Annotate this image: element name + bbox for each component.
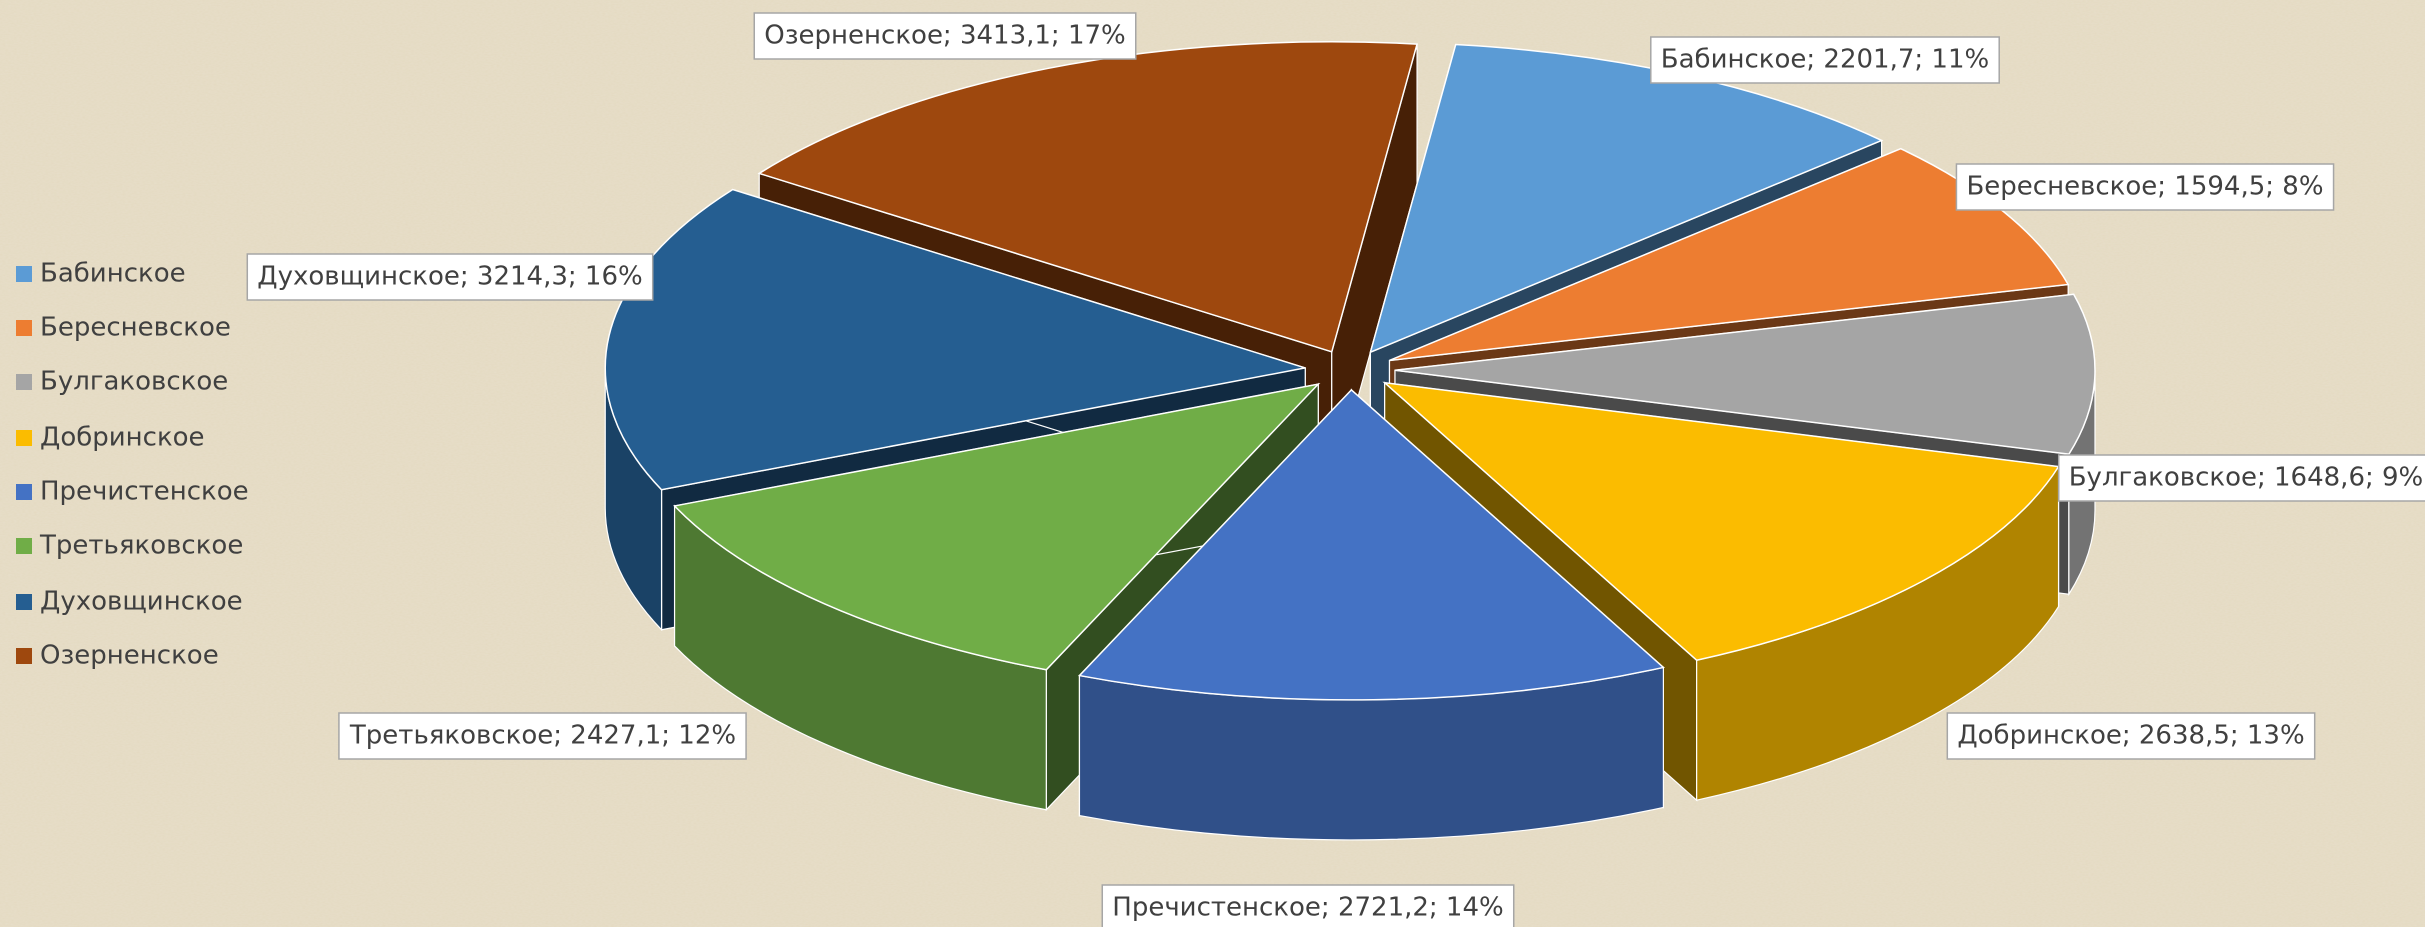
data-label-box — [1101, 884, 1515, 927]
data-label: Озерненское; 3413,1; 17% — [764, 21, 1126, 51]
slice-top — [673, 382, 1321, 671]
data-label-box — [1946, 712, 2316, 760]
slice-top — [757, 41, 1419, 353]
legend-label: Духовщинское — [40, 587, 243, 617]
legend-swatch — [16, 484, 32, 500]
data-label: Добринское; 2638,5; 13% — [1957, 721, 2304, 751]
slice-top — [1389, 147, 2070, 362]
data-label: Пречистенское; 2721,2; 14% — [1112, 893, 1503, 923]
slice-top — [1382, 381, 2060, 662]
legend-label: Бересневское — [40, 313, 231, 343]
data-label: Бабинское; 2201,7; 11% — [1661, 45, 1989, 75]
data-label-box — [753, 12, 1137, 60]
legend-swatch — [16, 648, 32, 664]
legend-swatch — [16, 320, 32, 336]
legend-swatch — [16, 374, 32, 390]
data-label-box — [338, 712, 747, 760]
legend-swatch — [16, 594, 32, 610]
data-label-box — [1650, 36, 2000, 84]
legend-label: Озерненское — [40, 641, 219, 671]
slice-top — [1394, 293, 2096, 455]
legend-label: Пречистенское — [40, 477, 249, 507]
data-label: Третьяковское; 2427,1; 12% — [349, 721, 736, 751]
slice-top — [1077, 388, 1665, 701]
slice-top — [604, 188, 1306, 491]
data-label-box — [246, 253, 654, 301]
legend-swatch — [16, 266, 32, 282]
legend-label: Булгаковское — [40, 367, 228, 397]
legend-label: Третьяковское — [39, 531, 243, 561]
data-label: Духовщинское; 3214,3; 16% — [257, 262, 642, 292]
legend-swatch — [16, 538, 32, 554]
legend-swatch — [16, 430, 32, 446]
legend-label: Бабинское — [40, 259, 186, 289]
data-label-box — [2057, 454, 2425, 502]
legend-label: Добринское — [40, 423, 205, 453]
slice — [1077, 388, 1665, 841]
data-label: Бересневское; 1594,5; 8% — [1966, 172, 2323, 202]
data-label-box — [1955, 163, 2335, 211]
data-label: Булгаковское; 1648,6; 9% — [2069, 463, 2424, 493]
